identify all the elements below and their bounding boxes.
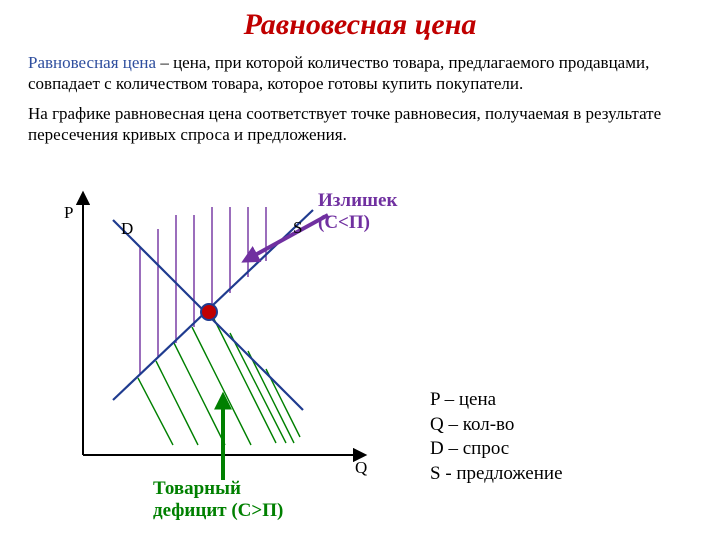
definition-paragraph: Равновесная цена – цена, при которой кол… [28,52,692,95]
legend-d: D – спрос [430,437,563,462]
legend-q: Q – кол-во [430,413,563,438]
deficit-line1: Товарный [153,478,241,499]
page-title: Равновесная цена [28,8,692,42]
deficit-line2: дефицит (С>П) [153,500,283,521]
demand-label: D [121,219,133,239]
equilibrium-chart: P Q D S Излишек (С<П) Товарный дефицит (… [28,185,408,515]
deficit-annotation: Товарный дефицит (С>П) [153,478,283,522]
definition-term: Равновесная цена [28,53,156,72]
legend-s: S - предложение [430,462,563,487]
y-axis-label: P [64,203,73,223]
explain-paragraph: На графике равновесная цена соответствуе… [28,103,692,146]
supply-label: S [293,218,302,238]
legend: P – цена Q – кол-во D – спрос S - предло… [430,388,563,487]
chart-svg [28,185,408,515]
slide-root: Равновесная цена Равновесная цена – цена… [0,0,720,540]
legend-p: P – цена [430,388,563,413]
surplus-annotation: Излишек (С<П) [318,190,408,234]
x-axis-label: Q [355,458,367,478]
